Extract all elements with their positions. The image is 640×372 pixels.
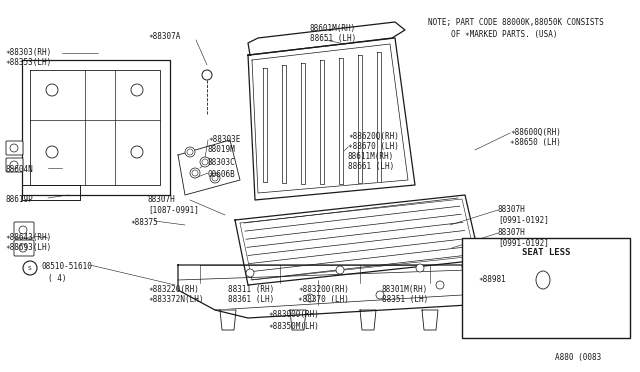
Text: 88311 (RH): 88311 (RH)	[228, 285, 275, 294]
Circle shape	[190, 168, 200, 178]
Text: ∗88303E: ∗88303E	[208, 135, 241, 144]
Text: S: S	[28, 266, 32, 270]
Text: 88601M(RH): 88601M(RH)	[310, 24, 356, 33]
Circle shape	[533, 270, 553, 290]
Circle shape	[131, 146, 143, 158]
Circle shape	[202, 70, 212, 80]
FancyBboxPatch shape	[6, 158, 23, 172]
Text: ∗88981: ∗88981	[478, 276, 506, 285]
Text: 88619P: 88619P	[5, 195, 33, 204]
Circle shape	[187, 149, 193, 155]
Text: ∗88370 (LH): ∗88370 (LH)	[298, 295, 349, 304]
Polygon shape	[178, 140, 240, 195]
Circle shape	[23, 261, 37, 275]
Text: ∗88303(RH): ∗88303(RH)	[5, 48, 51, 57]
Text: ∗883372N(LH): ∗883372N(LH)	[148, 295, 204, 304]
Text: A880 (0083: A880 (0083	[555, 353, 601, 362]
Polygon shape	[360, 310, 376, 330]
Text: ∗88350M(LH): ∗88350M(LH)	[268, 322, 319, 331]
Polygon shape	[235, 195, 480, 285]
FancyBboxPatch shape	[14, 222, 34, 238]
Text: ∗88375: ∗88375	[130, 218, 157, 227]
Text: 88301M(RH): 88301M(RH)	[382, 285, 428, 294]
Circle shape	[210, 173, 220, 183]
Text: 88361 (LH): 88361 (LH)	[228, 295, 275, 304]
Text: ∗88650 (LH): ∗88650 (LH)	[510, 138, 561, 147]
Text: 88019M: 88019M	[208, 145, 236, 154]
Polygon shape	[178, 265, 468, 318]
Text: 88604N: 88604N	[5, 165, 33, 174]
Circle shape	[10, 144, 18, 152]
Text: 88307H: 88307H	[498, 205, 525, 214]
Circle shape	[46, 146, 58, 158]
Polygon shape	[377, 52, 381, 182]
Text: [1087-0991]: [1087-0991]	[148, 205, 199, 214]
Text: ( 4): ( 4)	[48, 274, 67, 283]
Text: ∗883200(RH): ∗883200(RH)	[298, 285, 349, 294]
Text: ∗88620Q(RH): ∗88620Q(RH)	[348, 132, 399, 141]
Text: ∗88670 (LH): ∗88670 (LH)	[348, 142, 399, 151]
Text: ∗88307A: ∗88307A	[148, 32, 180, 41]
Polygon shape	[422, 310, 438, 330]
Text: NOTE; PART CODE 88000K,88050K CONSISTS: NOTE; PART CODE 88000K,88050K CONSISTS	[428, 18, 604, 27]
FancyBboxPatch shape	[14, 240, 34, 256]
Circle shape	[212, 175, 218, 181]
Polygon shape	[290, 310, 306, 330]
Text: ∗88600Q(RH): ∗88600Q(RH)	[510, 128, 561, 137]
Polygon shape	[320, 60, 324, 184]
Circle shape	[436, 281, 444, 289]
Text: 88661 (LH): 88661 (LH)	[348, 162, 394, 171]
Polygon shape	[22, 60, 170, 195]
Circle shape	[19, 244, 27, 252]
Text: 88611M(RH): 88611M(RH)	[348, 152, 394, 161]
Polygon shape	[22, 185, 80, 200]
Polygon shape	[248, 22, 405, 55]
Text: 08510-51610: 08510-51610	[42, 262, 93, 271]
Circle shape	[416, 264, 424, 272]
Circle shape	[10, 161, 18, 169]
Text: 00606B: 00606B	[208, 170, 236, 179]
Polygon shape	[220, 310, 236, 330]
Text: 88351 (LH): 88351 (LH)	[382, 295, 428, 304]
Text: ∗883220(RH): ∗883220(RH)	[148, 285, 199, 294]
Circle shape	[376, 291, 384, 299]
Bar	[462, 238, 630, 338]
Text: [0991-0192]: [0991-0192]	[498, 215, 549, 224]
Text: 88303C: 88303C	[208, 158, 236, 167]
Text: 88651 (LH): 88651 (LH)	[310, 34, 356, 43]
Text: ∗88353(LH): ∗88353(LH)	[5, 58, 51, 67]
Polygon shape	[339, 58, 343, 184]
Text: 88307H: 88307H	[498, 228, 525, 237]
Text: ∗88643(RH): ∗88643(RH)	[5, 233, 51, 242]
Text: ∗88693(LH): ∗88693(LH)	[5, 243, 51, 252]
Ellipse shape	[536, 271, 550, 289]
Circle shape	[131, 84, 143, 96]
Circle shape	[192, 170, 198, 176]
Circle shape	[46, 84, 58, 96]
Circle shape	[185, 147, 195, 157]
Circle shape	[200, 157, 210, 167]
Text: SEAT LESS: SEAT LESS	[522, 248, 570, 257]
Circle shape	[336, 266, 344, 274]
Polygon shape	[358, 55, 362, 183]
Circle shape	[202, 159, 208, 165]
Circle shape	[246, 269, 254, 277]
Circle shape	[306, 294, 314, 302]
Polygon shape	[263, 68, 267, 182]
Text: [0991-0192]: [0991-0192]	[498, 238, 549, 247]
Polygon shape	[282, 65, 286, 183]
Polygon shape	[248, 38, 415, 200]
Polygon shape	[301, 63, 305, 184]
Text: 88307H: 88307H	[148, 195, 176, 204]
FancyBboxPatch shape	[6, 141, 23, 155]
Text: ∗883000(RH): ∗883000(RH)	[268, 310, 319, 319]
Text: OF ∗MARKED PARTS. (USA): OF ∗MARKED PARTS. (USA)	[428, 30, 557, 39]
Circle shape	[19, 226, 27, 234]
